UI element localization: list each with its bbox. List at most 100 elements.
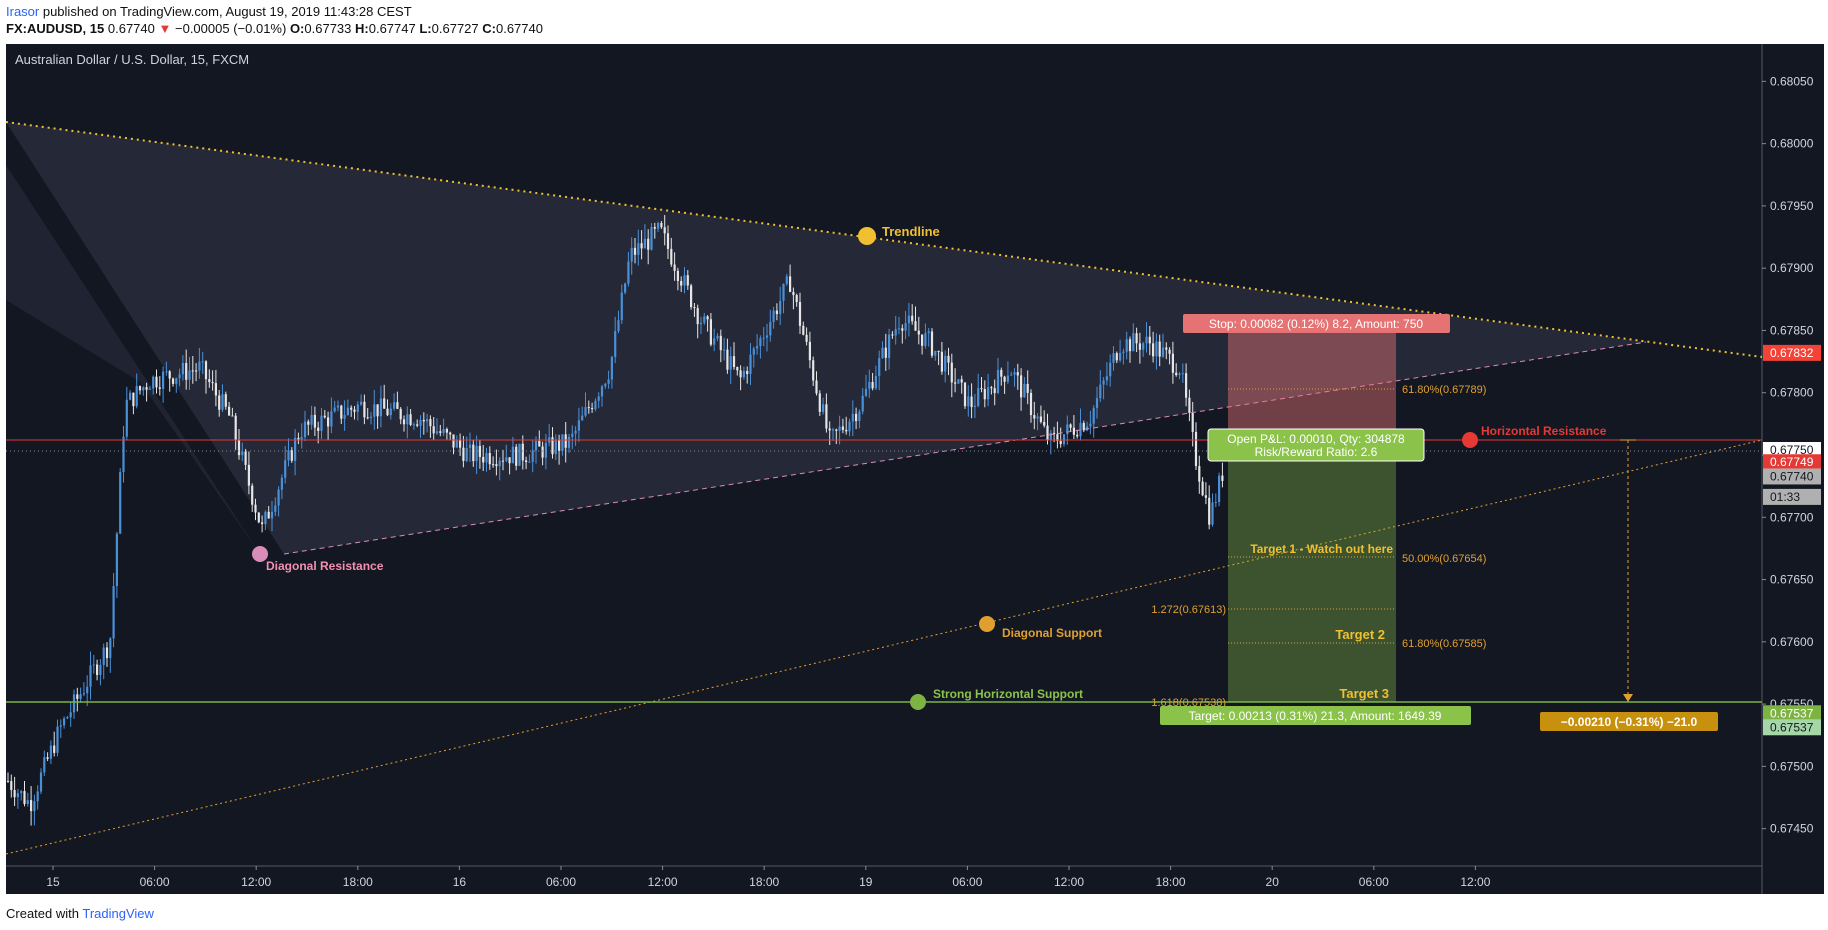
target-box[interactable] bbox=[1160, 706, 1471, 725]
time-axis[interactable]: 15 06:00 12:00 18:00 16 06:00 12:00 18:00 19 06:0… bbox=[46, 866, 1491, 889]
candle-body bbox=[277, 489, 280, 506]
candle-body bbox=[835, 429, 838, 431]
fib-1272-label: 1.272(0.67613) bbox=[1151, 604, 1226, 616]
stop-box[interactable] bbox=[1183, 314, 1450, 333]
candle-body bbox=[406, 414, 409, 425]
diagonal-support-line[interactable] bbox=[5, 439, 1763, 855]
price-label-box bbox=[1763, 468, 1821, 485]
time-tick-label: 15 bbox=[46, 875, 60, 889]
candle-body bbox=[851, 413, 854, 422]
candle-body bbox=[1204, 495, 1207, 498]
candle-body bbox=[485, 452, 488, 463]
target-zone[interactable] bbox=[1228, 440, 1396, 702]
candle-body bbox=[109, 638, 112, 659]
candle-body bbox=[214, 383, 217, 396]
low-label: L: bbox=[419, 21, 432, 36]
measure-arrow-icon bbox=[1623, 694, 1633, 702]
candle-body bbox=[838, 426, 841, 431]
candle-body bbox=[53, 745, 56, 753]
candle-body bbox=[841, 426, 844, 430]
support-dot[interactable] bbox=[910, 694, 926, 710]
candle-body bbox=[317, 427, 320, 431]
candle-body bbox=[897, 328, 901, 330]
candle-body bbox=[323, 415, 326, 418]
fib-5000-label: 50.00%(0.67654) bbox=[1402, 553, 1486, 565]
candle-body bbox=[818, 393, 821, 412]
horizontal-resistance-dot[interactable] bbox=[1462, 432, 1478, 448]
candle-body bbox=[973, 405, 976, 408]
pnl-box[interactable] bbox=[1207, 428, 1425, 462]
candle-body bbox=[43, 757, 46, 773]
candle-body bbox=[505, 457, 508, 461]
diagonal-resistance-line[interactable] bbox=[283, 341, 1647, 555]
candle-body bbox=[571, 433, 574, 437]
candle-body bbox=[1105, 376, 1108, 381]
stop-zone[interactable] bbox=[1228, 333, 1396, 440]
price-label-text: 0.67832 bbox=[1770, 346, 1814, 360]
candle-body bbox=[46, 757, 49, 759]
fib-6180-lower-label: 61.80%(0.67585) bbox=[1402, 638, 1486, 650]
candle-body bbox=[267, 511, 270, 519]
candle-body bbox=[257, 512, 260, 523]
time-tick-label: 12:00 bbox=[1054, 875, 1084, 889]
candle-body bbox=[831, 429, 835, 431]
time-tick-label: 12:00 bbox=[241, 875, 271, 889]
candle-body bbox=[861, 395, 864, 412]
candle-body bbox=[56, 726, 59, 753]
price-label-text: 0.67740 bbox=[1770, 469, 1814, 483]
candle-body bbox=[135, 386, 138, 407]
diagonal-support-dot[interactable] bbox=[979, 616, 995, 632]
candle-body bbox=[666, 233, 670, 249]
candle-body bbox=[26, 800, 29, 804]
candle-body bbox=[1181, 373, 1184, 375]
candle-body bbox=[1069, 424, 1072, 428]
candle-body bbox=[122, 436, 125, 473]
candle-body bbox=[1138, 343, 1141, 350]
candle-body bbox=[1155, 341, 1158, 357]
candle-body bbox=[330, 411, 333, 427]
author-link[interactable]: Irasor bbox=[6, 4, 40, 19]
trendline-dot[interactable] bbox=[858, 227, 876, 245]
candle-body bbox=[79, 694, 82, 699]
tradingview-logo[interactable]: TradingView bbox=[82, 906, 154, 921]
candle-body bbox=[630, 247, 633, 262]
candle-body bbox=[297, 437, 300, 440]
candle-body bbox=[554, 439, 557, 455]
candle-body bbox=[145, 387, 148, 390]
candle-body bbox=[676, 270, 679, 281]
candle-body bbox=[709, 319, 712, 345]
candle-body bbox=[20, 791, 23, 794]
candle-body bbox=[686, 275, 689, 286]
candle-body bbox=[432, 426, 435, 434]
measure-box[interactable] bbox=[1540, 712, 1718, 731]
candle-body bbox=[944, 355, 947, 372]
open-label: O: bbox=[289, 21, 305, 36]
candle-body bbox=[752, 348, 755, 355]
candle-body bbox=[396, 402, 399, 409]
candle-body bbox=[792, 291, 795, 296]
candle-body bbox=[435, 431, 439, 434]
candle-body bbox=[158, 387, 161, 389]
candle-body bbox=[69, 712, 72, 718]
candle-body bbox=[1214, 502, 1217, 504]
candle-body bbox=[270, 511, 274, 519]
trendline-upper[interactable] bbox=[5, 121, 1763, 358]
candle-body bbox=[1145, 336, 1148, 344]
candle-body bbox=[620, 292, 623, 321]
candle-body bbox=[538, 440, 541, 447]
candle-body bbox=[251, 485, 254, 505]
candle-body bbox=[198, 361, 201, 371]
diagonal-resistance-dot[interactable] bbox=[252, 546, 268, 562]
candle-body bbox=[234, 415, 237, 441]
candle-body bbox=[1072, 427, 1075, 435]
candle-body bbox=[1053, 432, 1056, 435]
candle-body bbox=[1152, 343, 1155, 357]
candle-body bbox=[1185, 373, 1188, 398]
price-label-text: 0.67749 bbox=[1770, 455, 1814, 469]
candle-body bbox=[247, 464, 250, 486]
candle-body bbox=[1059, 440, 1062, 445]
candle-body bbox=[211, 382, 214, 384]
candle-body bbox=[1135, 333, 1138, 344]
